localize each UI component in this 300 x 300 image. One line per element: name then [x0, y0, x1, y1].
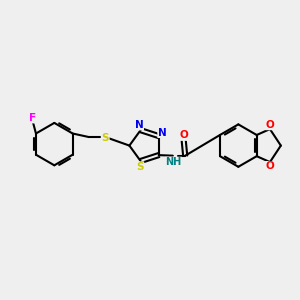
- Text: N: N: [135, 120, 143, 130]
- Text: O: O: [266, 120, 274, 130]
- Text: S: S: [102, 133, 109, 142]
- Text: NH: NH: [165, 157, 182, 167]
- Text: S: S: [136, 162, 144, 172]
- Text: O: O: [179, 130, 188, 140]
- Text: N: N: [158, 128, 167, 137]
- Text: F: F: [29, 113, 37, 123]
- Text: O: O: [266, 161, 274, 172]
